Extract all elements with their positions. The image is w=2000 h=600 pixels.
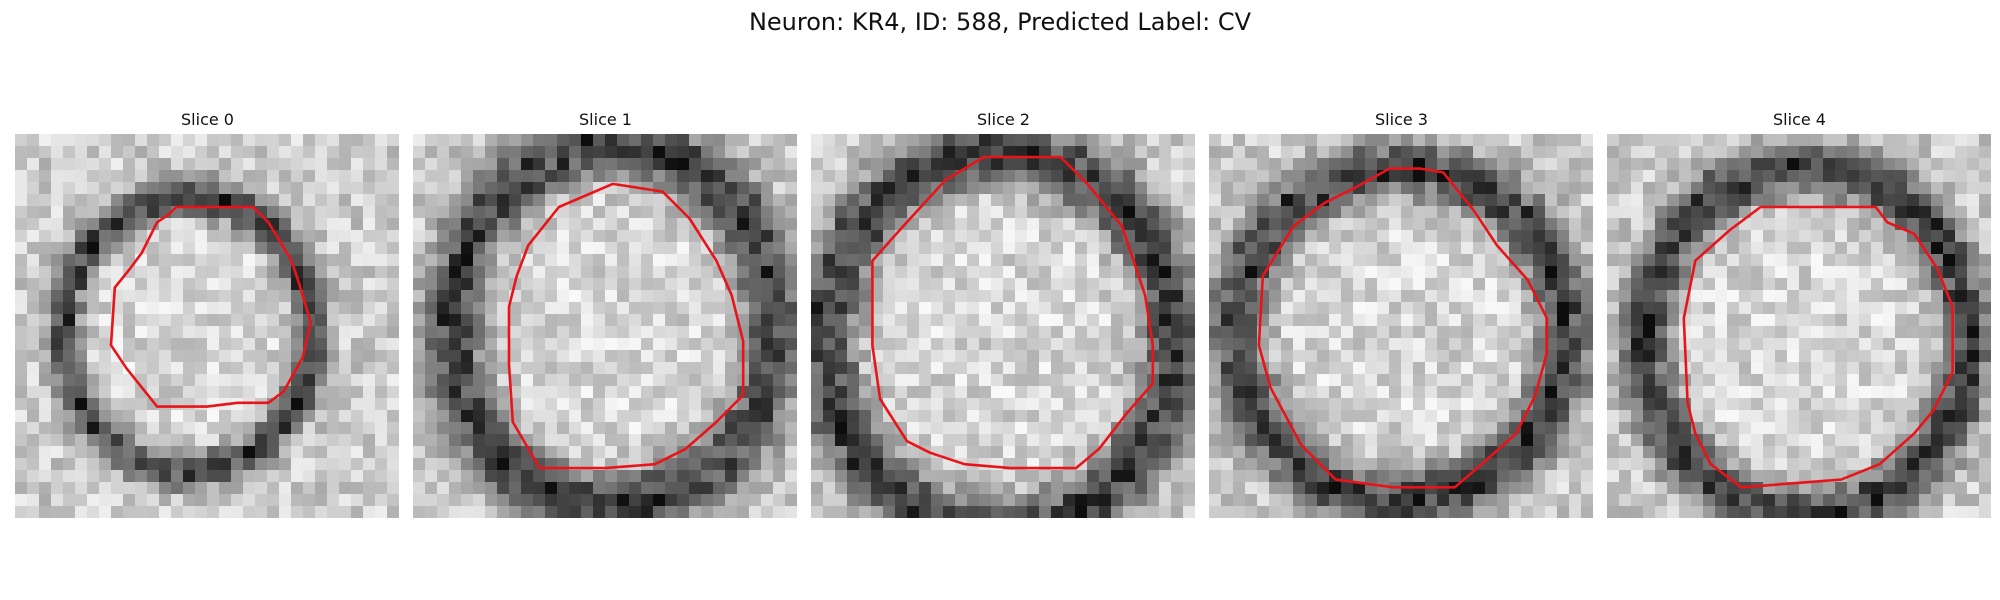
panel-slice-1: Slice 1 [413, 108, 798, 518]
pixel-grid [1209, 134, 1593, 518]
panel-title: Slice 0 [181, 110, 234, 129]
pixel-grid [1607, 134, 1991, 518]
panel-title: Slice 2 [977, 110, 1030, 129]
contour-outline [871, 155, 1155, 470]
slice-image [413, 134, 797, 518]
panel-slice-2: Slice 2 [811, 108, 1196, 518]
slice-image [1209, 134, 1593, 518]
pixel-grid [811, 134, 1195, 518]
panel-slice-3: Slice 3 [1209, 108, 1594, 518]
pixel-grid [413, 134, 797, 518]
panel-title: Slice 3 [1375, 110, 1428, 129]
panel-title: Slice 1 [579, 110, 632, 129]
slice-image [1607, 134, 1991, 518]
pixel-grid [15, 134, 399, 518]
slice-image [15, 134, 399, 518]
contour-outline [1257, 167, 1549, 489]
contour-outline [109, 205, 313, 408]
panel-title: Slice 4 [1773, 110, 1826, 129]
panel-slice-4: Slice 4 [1607, 108, 1992, 518]
panel-slice-0: Slice 0 [15, 108, 400, 518]
slice-image [811, 134, 1195, 518]
contour-outline [507, 182, 745, 470]
figure-title: Neuron: KR4, ID: 588, Predicted Label: C… [748, 8, 1252, 36]
contour-outline [1682, 205, 1954, 489]
